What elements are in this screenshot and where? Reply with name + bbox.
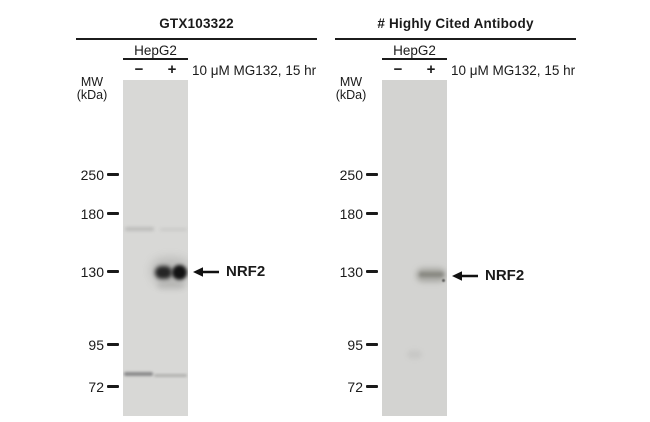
- panel-title: GTX103322: [159, 16, 234, 31]
- marker-72: 72: [88, 379, 104, 395]
- marker-250-tick: [107, 173, 119, 176]
- band-annotation: NRF2: [452, 267, 525, 284]
- lane-plus-sign: +: [167, 61, 177, 78]
- mw-line1: MW: [339, 75, 363, 89]
- marker-72: 72: [347, 379, 363, 395]
- cell-line-underline: [123, 58, 188, 60]
- marker-95: 95: [88, 337, 104, 353]
- target-protein-label: NRF2: [485, 267, 525, 284]
- marker-250-tick: [366, 173, 378, 176]
- cell-line-underline: [382, 58, 447, 60]
- marker-250: 250: [80, 167, 104, 183]
- marker-95: 95: [347, 337, 363, 353]
- blot-band: [160, 228, 187, 231]
- panel-highly-cited: # Highly Cited Antibody HepG2 − + 10 μM …: [259, 0, 650, 422]
- treatment-label: 10 μM MG132, 15 hr: [451, 63, 576, 78]
- lane-minus-sign: −: [393, 61, 403, 78]
- band-annotation: NRF2: [193, 263, 266, 280]
- title-underline: [76, 38, 317, 40]
- mw-kda-label: MW (kDa): [329, 76, 373, 102]
- left-arrow-icon: [193, 267, 219, 277]
- blot-image: [123, 80, 188, 416]
- panel-gtx103322: GTX103322 HepG2 − + 10 μM MG132, 15 hr M…: [70, 16, 317, 416]
- blot-band: [172, 265, 187, 280]
- marker-72-tick: [107, 385, 119, 388]
- marker-180: 180: [80, 206, 104, 222]
- cell-line-label: HepG2: [134, 43, 177, 58]
- blot-band: [157, 281, 185, 289]
- blot-band: [154, 374, 187, 377]
- title-underline: [335, 38, 576, 40]
- marker-180-tick: [366, 212, 378, 215]
- blot-band: [442, 279, 445, 282]
- target-protein-label: NRF2: [226, 263, 266, 280]
- panel-title: # Highly Cited Antibody: [377, 16, 534, 31]
- blot-band: [407, 350, 422, 359]
- blot-band: [124, 372, 153, 376]
- mw-line1: MW: [80, 75, 104, 89]
- marker-130-tick: [366, 270, 378, 273]
- lane-plus-sign: +: [426, 61, 436, 78]
- left-arrow-icon: [452, 271, 478, 281]
- blot-band: [125, 227, 154, 231]
- blot-band: [155, 266, 172, 279]
- lane-minus-sign: −: [134, 61, 144, 78]
- marker-72-tick: [366, 385, 378, 388]
- mw-line2: (kDa): [76, 88, 108, 102]
- marker-250: 250: [339, 167, 363, 183]
- treatment-label: 10 μM MG132, 15 hr: [192, 63, 317, 78]
- marker-95-tick: [107, 343, 119, 346]
- marker-130: 130: [339, 264, 363, 280]
- mw-kda-label: MW (kDa): [70, 76, 114, 102]
- marker-130-tick: [107, 270, 119, 273]
- marker-180-tick: [107, 212, 119, 215]
- mw-line2: (kDa): [335, 88, 367, 102]
- marker-180: 180: [339, 206, 363, 222]
- blot-image: [382, 80, 447, 416]
- marker-130: 130: [80, 264, 104, 280]
- cell-line-label: HepG2: [393, 43, 436, 58]
- blot-band: [419, 272, 444, 277]
- marker-95-tick: [366, 343, 378, 346]
